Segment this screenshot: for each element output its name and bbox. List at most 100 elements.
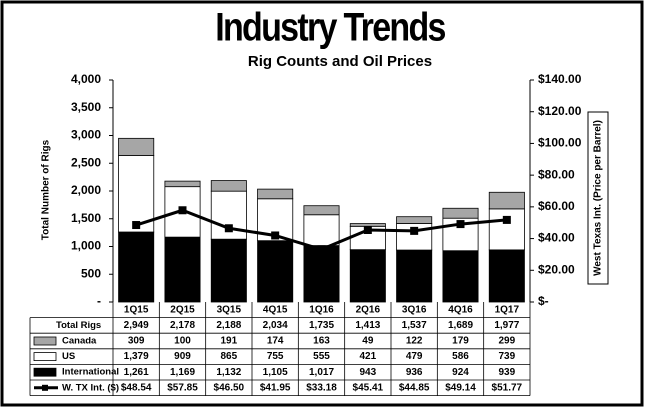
y-tick-label: 2,000 (71, 183, 101, 197)
chart-title: Industry Trends (215, 4, 446, 49)
legend-label: Total Rigs (56, 320, 101, 331)
table-cell: 2,034 (263, 320, 288, 331)
bar (488, 191, 525, 210)
table-cell: 1,977 (494, 320, 519, 331)
y-tick-label: 4,000 (71, 72, 101, 86)
chart-subtitle: Rig Counts and Oil Prices (248, 53, 432, 70)
table-cell: 100 (174, 336, 191, 347)
table-cell: 1,132 (216, 367, 241, 378)
y-tick-label: 2,500 (71, 155, 101, 169)
y2-tick-label: $- (538, 294, 549, 308)
table-cell: 2,188 (216, 320, 241, 331)
x-tick-label: 3Q15 (217, 304, 242, 315)
table-cell: 555 (313, 351, 330, 362)
bar (396, 216, 433, 224)
x-tick-label: 1Q15 (124, 304, 149, 315)
y-tick-label: 3,500 (71, 100, 101, 114)
legend-marker (42, 384, 48, 391)
x-tick-label: 3Q16 (402, 304, 427, 315)
bar (118, 155, 155, 233)
table-cell: 1,261 (124, 367, 149, 378)
y2-axis-title: West Texas Int. (Price per Barrel) (593, 120, 604, 276)
table-cell: 1,537 (402, 320, 427, 331)
table-cell: 309 (128, 336, 145, 347)
bar (396, 249, 433, 303)
bar (442, 250, 479, 303)
bar (488, 249, 525, 303)
y2-title-box (587, 111, 609, 285)
legend-label: International (62, 367, 119, 378)
line-marker (363, 225, 372, 234)
table-cell: 1,689 (448, 320, 473, 331)
table-cell: 1,017 (309, 367, 334, 378)
line-marker (410, 226, 419, 235)
y2-tick-label: $80.00 (538, 167, 575, 181)
line-marker (224, 224, 233, 233)
x-tick-label: 2Q15 (170, 304, 195, 315)
table-cell: 1,105 (263, 367, 288, 378)
table-cell: $45.41 (353, 382, 384, 393)
table-cell: 174 (267, 336, 284, 347)
bar (349, 223, 386, 227)
bar (210, 180, 247, 192)
y-tick-label: 1,500 (71, 211, 101, 225)
y2-tick-label: $20.00 (538, 262, 575, 276)
table-cell: 586 (452, 351, 469, 362)
table-cell: 49 (362, 336, 374, 347)
y2-tick-label: $120.00 (538, 104, 582, 118)
legend-swatch (33, 352, 57, 362)
legend-label: W. TX Int. ($) (62, 382, 119, 393)
table-cell: 909 (174, 351, 191, 362)
table-cell: 1,735 (309, 320, 334, 331)
bar (257, 240, 294, 303)
bar (442, 207, 479, 219)
table-cell: 1,379 (124, 351, 149, 362)
table-cell: $48.54 (121, 382, 152, 393)
bar (488, 208, 525, 251)
table-cell: $57.85 (167, 382, 198, 393)
table-cell: 2,949 (124, 320, 149, 331)
x-tick-label: 1Q16 (309, 304, 334, 315)
table-cell: 191 (220, 336, 237, 347)
line-marker (132, 221, 141, 230)
line-marker (317, 245, 326, 254)
table-cell: 2,178 (170, 320, 195, 331)
x-tick-label: 4Q15 (263, 304, 288, 315)
table-cell: 299 (498, 336, 515, 347)
bar (164, 236, 201, 303)
bar (303, 214, 340, 246)
y-tick-label: 1,000 (71, 239, 101, 253)
y-axis-title: Total Number of Rigs (41, 139, 52, 240)
legend-swatch (33, 367, 57, 377)
y2-tick-label: $60.00 (538, 199, 575, 213)
table-cell: 1,169 (170, 367, 195, 378)
legend-label: Canada (62, 336, 97, 347)
table-cell: $33.18 (306, 382, 337, 393)
y2-tick-label: $100.00 (538, 136, 582, 150)
table-cell: 179 (452, 336, 469, 347)
y2-tick-label: $140.00 (538, 72, 582, 86)
bar (257, 188, 294, 200)
y-tick-label: 500 (81, 266, 101, 280)
line-marker (502, 215, 511, 224)
table-cell: $46.50 (214, 382, 245, 393)
line-marker (178, 206, 187, 215)
table-cell: $51.77 (492, 382, 523, 393)
table-cell: 163 (313, 336, 330, 347)
table-cell: 936 (406, 367, 423, 378)
table-cell: 421 (359, 351, 376, 362)
table-cell: $44.85 (399, 382, 430, 393)
table-cell: 479 (406, 351, 423, 362)
table-cell: 943 (359, 367, 376, 378)
x-tick-label: 1Q17 (495, 304, 520, 315)
line-marker (456, 220, 465, 229)
x-tick-label: 4Q16 (448, 304, 473, 315)
bar (118, 137, 155, 156)
bar (118, 231, 155, 303)
table-cell: 924 (452, 367, 469, 378)
table-cell: 739 (498, 351, 515, 362)
table-cell: $49.14 (445, 382, 476, 393)
bar (303, 245, 340, 303)
